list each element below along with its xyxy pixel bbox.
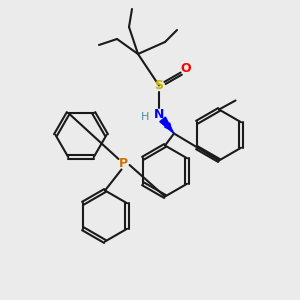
Text: P: P [118,157,127,170]
Text: S: S [154,79,164,92]
Text: O: O [181,62,191,76]
Text: H: H [141,112,150,122]
Polygon shape [160,117,174,134]
Text: N: N [154,107,164,121]
